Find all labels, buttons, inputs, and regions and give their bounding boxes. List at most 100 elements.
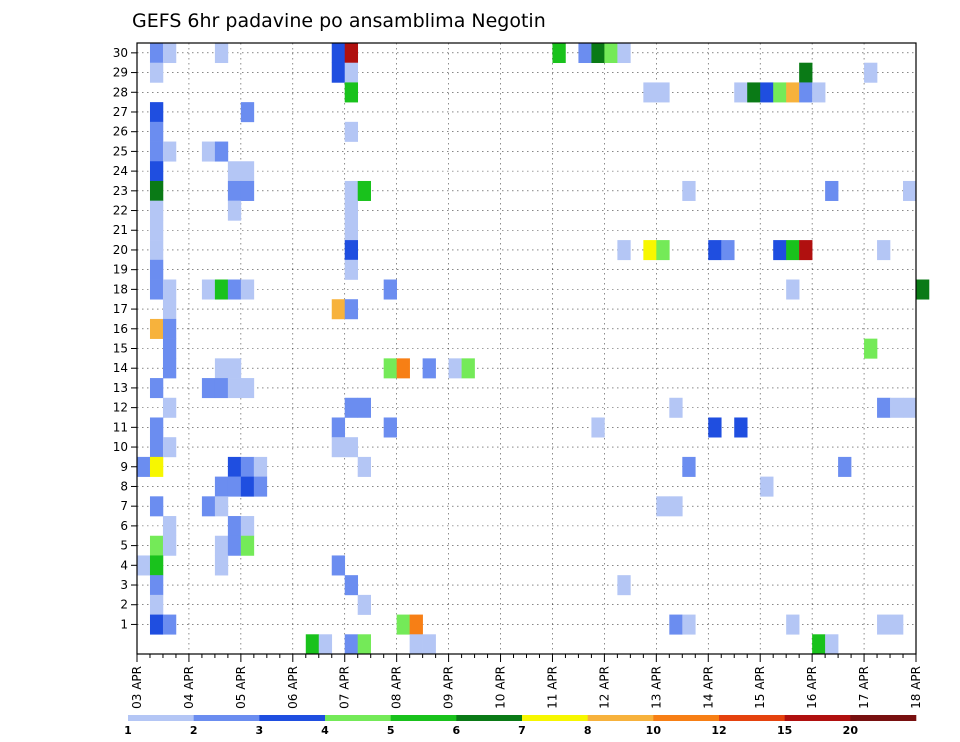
legend-label: 3 bbox=[256, 724, 264, 737]
heatmap-cell bbox=[799, 240, 813, 261]
x-date-label: 05 APR bbox=[234, 666, 248, 709]
y-tick-label: 18 bbox=[113, 282, 128, 296]
heatmap-cell bbox=[812, 634, 826, 655]
heatmap-cell bbox=[357, 397, 371, 418]
heatmap-cell bbox=[669, 614, 683, 635]
heatmap-cell bbox=[240, 279, 255, 300]
heatmap-cell bbox=[227, 161, 242, 182]
heatmap-cell bbox=[838, 456, 852, 477]
legend-swatch bbox=[587, 715, 654, 721]
x-date-label: 16 APR bbox=[805, 666, 819, 709]
heatmap-cell bbox=[240, 161, 255, 182]
heatmap-cell bbox=[656, 240, 670, 261]
legend-label: 10 bbox=[646, 724, 662, 737]
legend-swatch bbox=[784, 715, 851, 721]
heatmap-cell bbox=[357, 456, 371, 477]
heatmap-cell bbox=[149, 555, 164, 576]
heatmap-cell bbox=[643, 240, 657, 261]
x-date-label: 18 APR bbox=[909, 666, 923, 709]
heatmap-cell bbox=[162, 141, 177, 162]
y-tick-label: 30 bbox=[113, 46, 128, 60]
heatmap-cell bbox=[214, 476, 229, 497]
legend-swatch bbox=[259, 715, 326, 721]
heatmap-cell bbox=[357, 594, 371, 615]
y-tick-label: 7 bbox=[120, 499, 128, 513]
heatmap-cell bbox=[799, 82, 813, 103]
legend-label: 12 bbox=[711, 724, 726, 737]
y-tick-label: 3 bbox=[120, 578, 128, 592]
heatmap-cell bbox=[201, 496, 216, 517]
legend-label: 2 bbox=[190, 724, 198, 737]
heatmap-cell bbox=[149, 594, 164, 615]
heatmap-cell bbox=[747, 82, 761, 103]
y-tick-label: 17 bbox=[113, 302, 128, 316]
heatmap-cell bbox=[162, 358, 177, 379]
heatmap-cell bbox=[240, 378, 255, 399]
legend-label: 6 bbox=[453, 724, 461, 737]
heatmap-cell bbox=[617, 575, 631, 596]
y-tick-label: 24 bbox=[113, 164, 128, 178]
heatmap-cell bbox=[825, 180, 839, 201]
x-date-label: 13 APR bbox=[649, 666, 663, 709]
heatmap-cell bbox=[344, 259, 359, 280]
heatmap-cell bbox=[396, 614, 410, 635]
y-tick-label: 19 bbox=[113, 263, 128, 277]
x-date-label: 10 APR bbox=[494, 666, 508, 709]
heatmap-cell bbox=[448, 358, 462, 379]
heatmap-cell bbox=[708, 417, 722, 438]
x-date-label: 07 APR bbox=[338, 666, 352, 709]
heatmap-cell bbox=[162, 437, 177, 458]
y-tick-label: 11 bbox=[113, 420, 128, 434]
heatmap-cell bbox=[253, 456, 268, 477]
heatmap-cell bbox=[604, 43, 618, 64]
y-tick-label: 25 bbox=[113, 144, 128, 158]
heatmap-cell bbox=[383, 358, 397, 379]
x-date-label: 15 APR bbox=[753, 666, 767, 709]
heatmap-cell bbox=[162, 43, 177, 64]
heatmap-cell bbox=[669, 496, 683, 517]
heatmap-cell bbox=[344, 82, 359, 103]
x-date-label: 14 APR bbox=[701, 666, 715, 709]
heatmap-cell bbox=[357, 634, 371, 655]
heatmap-cell bbox=[162, 516, 177, 537]
y-tick-label: 8 bbox=[120, 479, 128, 493]
heatmap-cell bbox=[162, 299, 177, 320]
heatmap-cell bbox=[864, 338, 878, 359]
heatmap-cell bbox=[240, 535, 255, 556]
y-tick-label: 13 bbox=[113, 381, 128, 395]
heatmap-cell bbox=[890, 397, 904, 418]
heatmap-cell bbox=[149, 456, 164, 477]
heatmap-cell bbox=[721, 240, 735, 261]
heatmap-cell bbox=[344, 121, 359, 142]
y-tick-label: 6 bbox=[120, 519, 128, 533]
heatmap-cell bbox=[162, 535, 177, 556]
y-tick-label: 23 bbox=[113, 184, 128, 198]
heatmap-cell bbox=[591, 417, 605, 438]
heatmap-cell bbox=[409, 634, 423, 655]
heatmap-cell bbox=[162, 279, 177, 300]
heatmap-cell bbox=[799, 62, 813, 83]
legend-label: 8 bbox=[584, 724, 592, 737]
heatmap-cell bbox=[344, 397, 359, 418]
heatmap-cell bbox=[240, 180, 255, 201]
heatmap-cell bbox=[149, 535, 164, 556]
heatmap-cell bbox=[149, 121, 164, 142]
heatmap-cell bbox=[890, 614, 904, 635]
heatmap-cell bbox=[137, 555, 151, 576]
heatmap-cell bbox=[760, 476, 774, 497]
heatmap-cell bbox=[149, 240, 164, 261]
y-tick-label: 10 bbox=[113, 440, 128, 454]
heatmap-cell bbox=[344, 43, 359, 64]
heatmap-cell bbox=[383, 417, 397, 438]
heatmap-cell bbox=[214, 555, 229, 576]
heatmap-cell bbox=[825, 634, 839, 655]
legend-label: 7 bbox=[518, 724, 526, 737]
heatmap-cell bbox=[227, 476, 242, 497]
heatmap-cell bbox=[331, 62, 346, 83]
y-tick-label: 1 bbox=[120, 617, 128, 631]
legend-label: 5 bbox=[387, 724, 395, 737]
heatmap-cell bbox=[318, 634, 333, 655]
heatmap-cell bbox=[331, 417, 346, 438]
heatmap-cell bbox=[162, 338, 177, 359]
